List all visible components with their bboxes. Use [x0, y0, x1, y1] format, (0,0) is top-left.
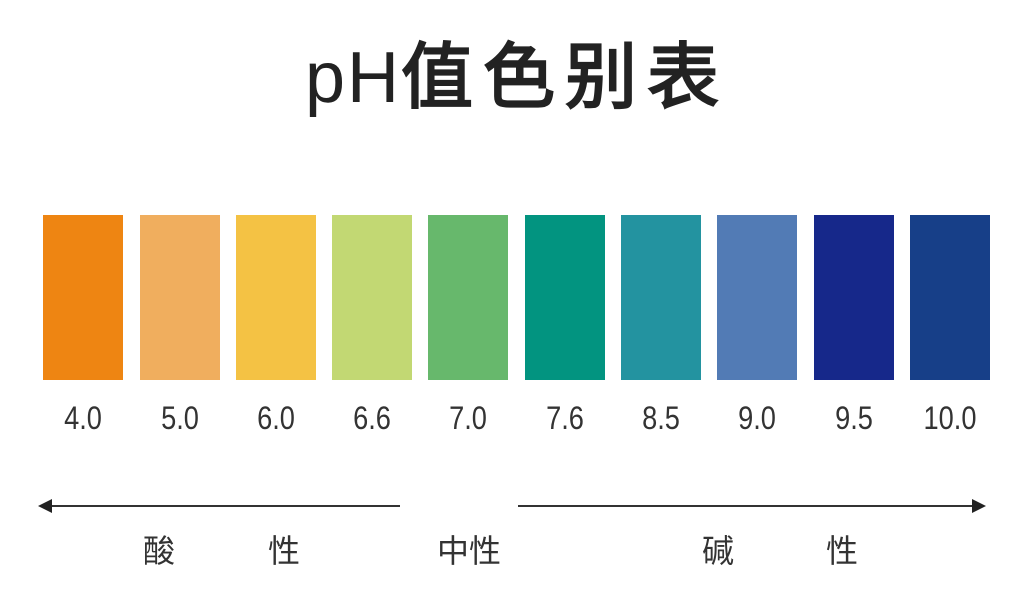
swatch-ph-6.6 [332, 215, 412, 380]
ph-value-label: 6.6 [353, 400, 391, 436]
ph-value-label: 9.0 [738, 400, 776, 436]
acid-label-2: 性 [268, 533, 301, 569]
swatch-ph-8.5 [621, 215, 701, 380]
ph-value-label: 4.0 [64, 400, 102, 436]
neutral-label: 中性 [437, 533, 502, 569]
swatch-ph-4.0 [43, 215, 123, 380]
left-arrowhead-icon [38, 499, 52, 513]
swatch-ph-9.0 [717, 215, 797, 380]
acid-label-1: 酸 [143, 533, 176, 569]
ph-value-label: 9.5 [835, 400, 873, 436]
swatch-ph-7.0 [428, 215, 508, 380]
ph-value-label: 7.6 [546, 400, 584, 436]
swatch-ph-9.5 [814, 215, 894, 380]
right-arrowhead-icon [972, 499, 986, 513]
ph-value-label: 5.0 [161, 400, 199, 436]
ph-value-label: 8.5 [642, 400, 680, 436]
swatch-ph-5.0 [140, 215, 220, 380]
page-title: pH值色别表 [0, 28, 1034, 128]
swatch-ph-7.6 [525, 215, 605, 380]
ph-value-label: 6.0 [257, 400, 295, 436]
base-label-1: 碱 [702, 533, 735, 569]
ph-value-label: 7.0 [449, 400, 487, 436]
title-rest: 值色别表 [401, 38, 730, 118]
base-label-2: 性 [826, 533, 859, 569]
title-ph: pH [304, 38, 402, 118]
ph-value-label: 10.0 [923, 400, 977, 436]
swatch-ph-6.0 [236, 215, 316, 380]
swatch-ph-10.0 [910, 215, 990, 380]
